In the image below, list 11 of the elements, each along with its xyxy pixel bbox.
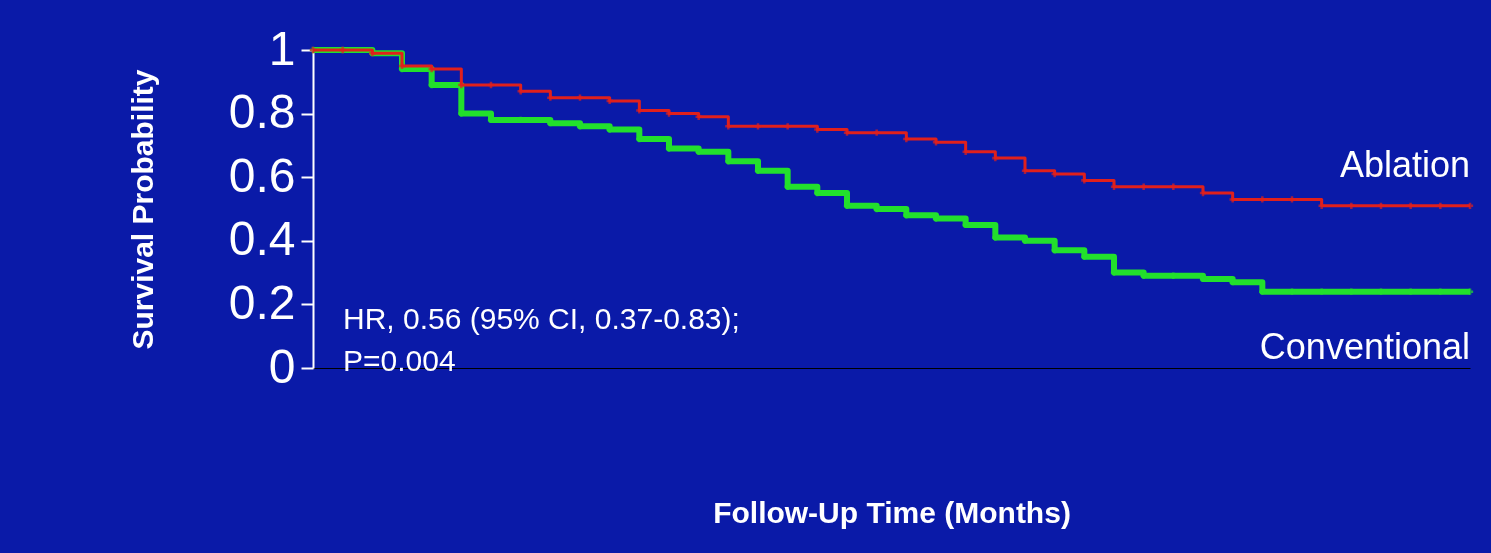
series-label: Conventional	[1259, 325, 1470, 367]
y-tick-label: 0.2	[228, 275, 296, 329]
y-tick-label: 0.6	[228, 148, 296, 202]
y-tick-label: 0.4	[228, 212, 296, 266]
series-label: Ablation	[1339, 143, 1470, 185]
y-tick-label: 0	[268, 339, 296, 393]
y-tick-label: 1	[268, 21, 296, 75]
x-axis-title: Follow-Up Time (Months)	[713, 495, 1071, 529]
annotation: HR, 0.56 (95% CI, 0.37-0.83);	[343, 302, 740, 335]
y-axis-title: Survival Probability	[125, 69, 159, 350]
y-tick-label: 0.8	[228, 85, 296, 139]
